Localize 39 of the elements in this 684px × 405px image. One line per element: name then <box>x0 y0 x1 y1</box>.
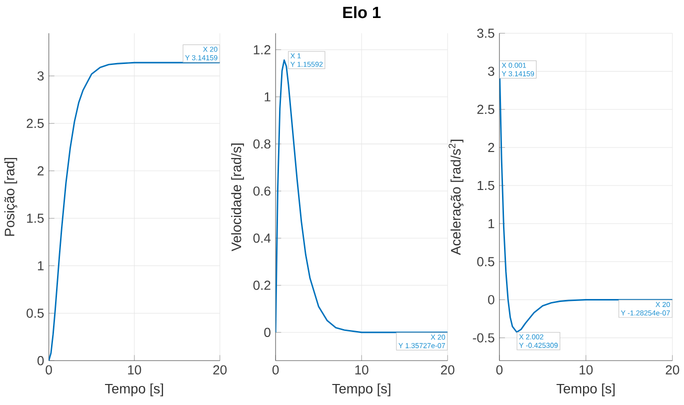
y-tick-label: 0 <box>264 328 270 338</box>
y-tick-label: 0.4 <box>253 234 271 243</box>
y-tick-label: 0.5 <box>477 257 494 266</box>
x-tick-label: 0 <box>496 365 503 375</box>
y-tick-label: 3 <box>37 72 44 81</box>
y-tick-label: 1.2 <box>254 45 270 54</box>
y-tick-label: 0.5 <box>26 308 44 318</box>
y-tick-label: 1 <box>38 261 44 270</box>
y-tick-label: 1.5 <box>27 214 44 224</box>
x-axis-title: Tempo [s] <box>556 384 615 396</box>
x-tick-label: 20 <box>666 365 680 375</box>
y-tick-label: 0 <box>488 295 494 305</box>
x-tick-label: 10 <box>128 365 142 375</box>
x-tick-label: 0 <box>272 365 279 375</box>
x-tick-label: 10 <box>355 365 368 375</box>
y-tick-label: 3 <box>488 66 494 76</box>
x-tick-label: 10 <box>580 365 593 375</box>
y-axis-title: Aceleração [rad/s$^{2}$] <box>448 140 464 256</box>
y-tick-label: 0.2 <box>253 280 270 290</box>
x-axis-title: Tempo [s] <box>332 384 390 396</box>
y-tick-label: 0.6 <box>253 186 270 196</box>
x-tick-label: 20 <box>441 365 454 375</box>
y-tick-label: 2.5 <box>477 104 494 114</box>
y-tick-label: 2.5 <box>26 118 44 128</box>
x-tick-label: 0 <box>46 365 52 375</box>
y-tick-label: 1 <box>264 92 270 102</box>
y-axis-title: Posição [rad] <box>4 158 18 236</box>
y-tick-label: 3.5 <box>477 28 494 38</box>
chart-title: Elo 1 <box>343 6 381 18</box>
y-axis-title: Velocidade [rad/s] <box>231 144 244 252</box>
y-tick-label: 0.8 <box>253 140 270 149</box>
x-axis-title: Tempo [s] <box>105 384 164 396</box>
x-tick-label: 20 <box>213 365 227 375</box>
y-tick-label: 2 <box>38 166 44 176</box>
y-tick-label: 1 <box>488 219 494 228</box>
y-tick-label: 0 <box>37 356 44 366</box>
y-tick-label: -0.5 <box>472 333 494 343</box>
y-tick-label: 1.5 <box>478 181 494 190</box>
y-tick-label: 2 <box>488 143 494 152</box>
